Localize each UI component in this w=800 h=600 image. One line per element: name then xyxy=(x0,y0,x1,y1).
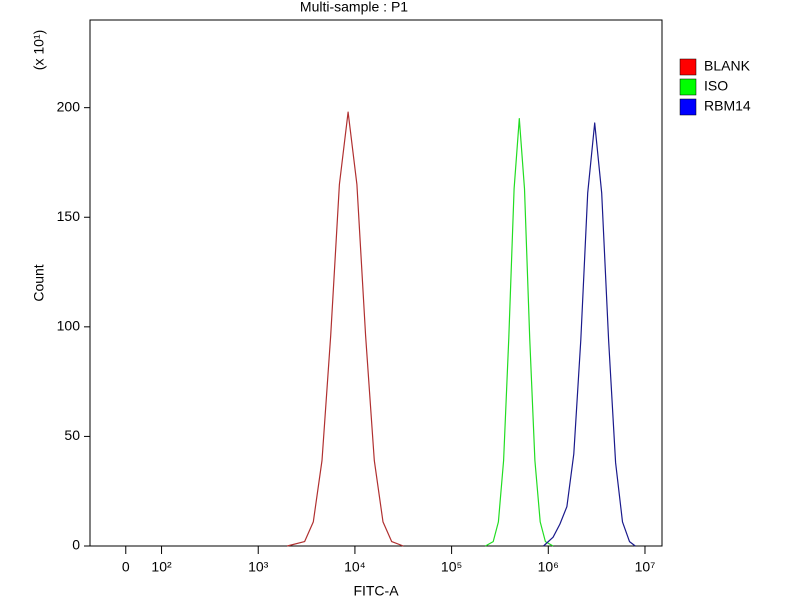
legend-label: RBM14 xyxy=(704,98,751,114)
legend-swatch xyxy=(679,58,697,76)
legend-swatch xyxy=(679,78,697,96)
y-tick-label: 200 xyxy=(57,98,81,114)
histogram-line xyxy=(287,111,404,547)
y-tick-label: 100 xyxy=(57,318,81,334)
legend-swatch xyxy=(679,98,697,116)
y-axis-label: Count xyxy=(31,264,47,301)
x-tick-label: 10³ xyxy=(248,559,269,575)
x-tick-label: 10⁵ xyxy=(441,559,462,575)
chart-title: Multi-sample : P1 xyxy=(300,0,408,15)
y-tick-label: 0 xyxy=(72,537,80,553)
y-multiplier: (x 10¹) xyxy=(31,30,47,70)
y-tick-label: 50 xyxy=(64,427,80,443)
histogram-line xyxy=(485,118,554,547)
x-tick-label: 10² xyxy=(151,559,172,575)
y-tick-label: 150 xyxy=(57,208,81,224)
histogram-line xyxy=(543,122,636,547)
legend-label: BLANK xyxy=(704,58,751,74)
x-tick-label: 10⁴ xyxy=(344,559,366,575)
x-axis-label: FITC-A xyxy=(353,583,399,599)
x-tick-label: 10⁶ xyxy=(538,559,559,575)
legend-label: ISO xyxy=(704,78,728,94)
x-tick-label: 0 xyxy=(122,559,130,575)
x-tick-label: 10⁷ xyxy=(635,559,656,575)
plot-frame xyxy=(89,19,663,547)
